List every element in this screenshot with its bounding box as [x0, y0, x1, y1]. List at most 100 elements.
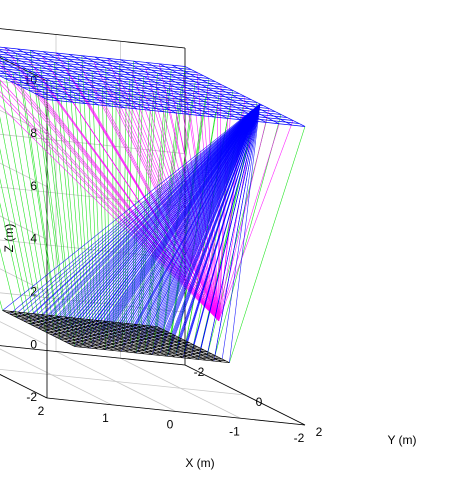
z-axis-label: Z (m)	[2, 224, 16, 253]
z-tick-label: -2	[26, 390, 37, 404]
ray-focused	[0, 83, 219, 321]
top-plane	[0, 70, 246, 97]
ray-fan	[68, 103, 261, 338]
top-plane	[0, 75, 48, 100]
z-tick-label: 8	[30, 126, 37, 140]
ray-direct	[0, 247, 18, 318]
ray-fan	[167, 103, 261, 357]
bottom-plane	[10, 310, 83, 348]
ray-focused	[218, 123, 280, 321]
ray-direct	[0, 202, 26, 316]
ray-fan	[32, 103, 261, 320]
ray-fan	[2, 103, 261, 311]
axis-edge	[0, 345, 186, 366]
ray-fan	[83, 103, 261, 340]
ray-direct	[229, 126, 306, 363]
ray-fan	[69, 103, 261, 332]
bottom-plane	[45, 331, 201, 349]
ray-direct	[60, 96, 84, 345]
ray-focused	[218, 111, 256, 321]
top-plane	[17, 48, 138, 110]
ray-fan	[74, 103, 261, 347]
bottom-plane	[64, 316, 137, 354]
ray-fan	[9, 103, 261, 315]
bottom-plane	[60, 338, 216, 356]
ray-direct	[74, 92, 92, 343]
ray-fan	[38, 103, 261, 329]
top-plane	[0, 65, 73, 103]
ray-direct	[81, 55, 96, 321]
z-tick-label: 6	[30, 179, 37, 193]
ray-fan	[46, 103, 261, 327]
ray-fan	[113, 103, 261, 348]
ray-direct	[2, 56, 49, 321]
ray-direct	[0, 177, 32, 325]
ray-fan	[151, 103, 261, 355]
top-plane	[0, 55, 99, 106]
ray-fan	[182, 103, 261, 358]
axis-edge	[46, 397, 306, 426]
bottom-plane	[67, 342, 223, 360]
ray-direct	[126, 61, 134, 324]
ray-fan	[229, 103, 261, 363]
ray-direct	[26, 68, 63, 329]
bottom-plane	[56, 315, 129, 353]
ray-fan	[107, 103, 261, 339]
ray-fan	[45, 103, 261, 333]
ray-fan	[213, 103, 261, 362]
bottom-plane	[72, 317, 145, 355]
ray-fan	[198, 103, 261, 360]
bottom-plane	[52, 335, 208, 353]
top-plane	[0, 70, 61, 102]
top-plane	[10, 81, 270, 109]
ray-fan	[52, 103, 261, 336]
ray-direct	[67, 58, 88, 323]
ray-direct	[53, 62, 80, 325]
ray-fan	[67, 103, 261, 344]
bottom-plane	[42, 329, 198, 347]
ray-fan	[160, 103, 261, 353]
top-plane	[0, 75, 258, 103]
grid-line	[0, 162, 48, 188]
ray-fan	[16, 103, 261, 318]
ray-fan	[61, 103, 261, 334]
top-plane	[0, 72, 252, 100]
top-plane	[16, 84, 276, 112]
ray-fan	[59, 103, 261, 340]
top-plane	[42, 51, 164, 112]
ray-fan	[136, 103, 261, 354]
x-tick-label: -2	[294, 431, 305, 445]
ray-fan	[122, 103, 261, 341]
bottom-plane	[33, 313, 106, 351]
ray-focused	[0, 105, 219, 321]
ray-fan	[221, 103, 261, 360]
top-plane	[4, 78, 264, 106]
top-plane	[22, 87, 282, 115]
ray-focused	[86, 98, 220, 321]
ray-fan	[25, 103, 261, 316]
ray-direct	[0, 148, 34, 314]
x-tick-label: 2	[38, 404, 45, 418]
ray-fan	[98, 103, 261, 347]
top-plane	[28, 90, 288, 118]
ray-fan	[129, 103, 261, 350]
ray-focused	[218, 120, 294, 321]
ray-fan	[53, 103, 261, 331]
x-tick-label: -1	[229, 424, 240, 438]
ray-direct	[22, 87, 61, 340]
ray-fan	[76, 103, 261, 336]
bottom-plane	[63, 340, 219, 358]
bottom-plane	[70, 344, 226, 362]
top-plane	[46, 99, 306, 127]
ray-fan	[17, 103, 261, 313]
ray-fan	[90, 103, 261, 343]
ray-fan	[105, 103, 261, 350]
ray-direct	[0, 79, 47, 333]
ray-fan	[175, 103, 261, 355]
ray-fan	[206, 103, 261, 358]
bottom-plane	[41, 314, 114, 351]
x-tick-label: 0	[167, 418, 174, 432]
grid-line	[0, 321, 48, 346]
top-plane	[40, 96, 300, 124]
x-axis-label: X (m)	[185, 456, 214, 470]
